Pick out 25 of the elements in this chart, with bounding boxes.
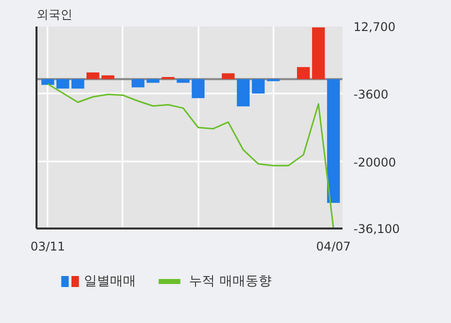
bar: [312, 27, 325, 80]
legend-label: 일별매매: [84, 274, 136, 289]
bar: [86, 72, 100, 80]
x-tick-label: 03/11: [30, 240, 66, 254]
y-tick-label: -3600: [354, 87, 388, 102]
bar: [132, 79, 144, 88]
y-tick-label: -20000: [354, 155, 396, 170]
bar: [146, 79, 160, 83]
y-tick-label: 12,700: [354, 20, 396, 34]
legend-label: 누적 매매동향: [189, 274, 272, 289]
line-series: [47, 83, 334, 228]
bar: [252, 79, 265, 94]
bar: [102, 75, 114, 80]
bar: [176, 79, 190, 83]
bar: [297, 67, 310, 80]
bar: [327, 79, 340, 203]
x-tick-label: 04/07: [316, 240, 351, 254]
bar: [41, 79, 54, 85]
bar: [222, 73, 235, 80]
bar: [56, 79, 70, 89]
bar: [236, 79, 250, 106]
bar: [192, 79, 205, 98]
y-tick-label: -36,100: [354, 222, 400, 236]
chart-title: 외국인: [36, 8, 72, 22]
bar: [71, 79, 84, 89]
